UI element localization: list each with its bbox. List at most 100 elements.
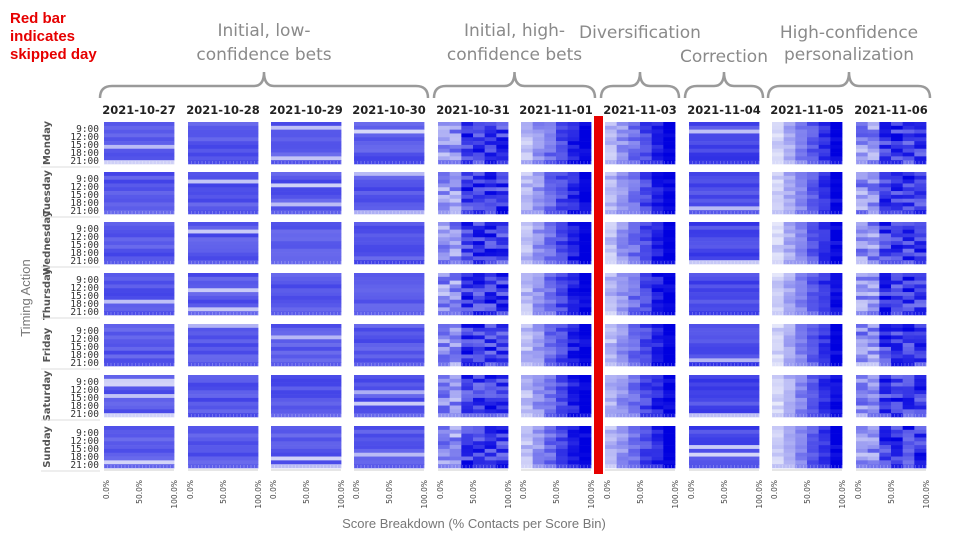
heatmap-cell (818, 222, 831, 227)
heatmap-cell (544, 386, 557, 391)
heatmap-cell (271, 202, 342, 207)
heatmap-cell (914, 137, 927, 142)
heatmap-cell (461, 429, 474, 434)
heatmap-cell (628, 273, 641, 278)
heatmap-cell (496, 194, 509, 200)
heatmap-cell (438, 429, 451, 434)
heatmap-cell (461, 156, 474, 161)
heatmap-cell (461, 346, 474, 352)
heatmap-cell (461, 144, 474, 150)
heatmap-cell (867, 303, 880, 308)
heatmap-cell (628, 429, 641, 434)
heatmap-cell (567, 452, 580, 457)
heatmap-cell (354, 354, 425, 359)
heatmap-cell (689, 233, 760, 238)
heatmap-cell (879, 144, 892, 150)
heatmap-cell (640, 324, 653, 329)
heatmap-cell (188, 299, 259, 304)
heatmap-cell (461, 122, 474, 127)
heatmap-cell (484, 273, 497, 278)
heatmap-cell (579, 437, 592, 442)
heatmap-cell (807, 386, 820, 391)
heatmap-cell (579, 378, 592, 383)
heatmap-cell (628, 464, 641, 469)
heatmap-cell (891, 362, 904, 367)
heatmap-cell (628, 354, 641, 359)
heatmap-cell (354, 346, 425, 352)
heatmap-cell (567, 222, 580, 227)
heatmap-cell (663, 390, 676, 395)
heatmap-cell (544, 382, 557, 387)
heatmap-cell (663, 405, 676, 410)
heatmap-cell (640, 273, 653, 278)
heatmap-cell (521, 172, 534, 177)
heatmap-cell (914, 284, 927, 289)
heatmap-cell (532, 156, 545, 161)
heatmap-cell (496, 331, 509, 336)
heatmap-cell (354, 343, 425, 348)
heatmap-cell (579, 445, 592, 450)
heatmap-cell (772, 445, 785, 450)
heatmap-cell (640, 175, 653, 180)
heatmap-cell (818, 148, 831, 153)
heatmap-cell (449, 382, 462, 387)
heatmap-cell (783, 152, 796, 157)
heatmap-cell (867, 152, 880, 157)
heatmap-cell (354, 133, 425, 138)
heatmap-cell (567, 129, 580, 134)
heatmap-cell (640, 299, 653, 304)
heatmap-cell (521, 288, 534, 293)
heatmap-cell (438, 194, 451, 200)
heatmap-cell (879, 233, 892, 238)
heatmap-cell (532, 225, 545, 230)
heatmap-cell (567, 175, 580, 180)
heatmap-cell (473, 441, 486, 446)
heatmap-cell (544, 311, 557, 316)
heatmap-cell (651, 307, 664, 312)
heatmap-cell (461, 280, 474, 285)
heatmap-cell (902, 244, 915, 250)
heatmap-cell (891, 405, 904, 410)
heatmap-cell (544, 362, 557, 367)
heatmap-cell (461, 382, 474, 387)
heatmap-cell (795, 460, 808, 465)
heatmap-cell (902, 339, 915, 344)
heatmap-cell (496, 413, 509, 418)
heatmap-cell (783, 445, 796, 450)
heatmap-cell (640, 222, 653, 227)
heatmap-cell (461, 437, 474, 442)
heatmap-cell (772, 273, 785, 278)
heatmap-cell (902, 303, 915, 308)
heatmap-cell (830, 362, 843, 367)
heatmap-cell (484, 311, 497, 316)
heatmap-cell (496, 397, 509, 403)
heatmap-cell (914, 292, 927, 297)
heatmap-cell (188, 331, 259, 336)
annotation-line: indicates (10, 28, 75, 45)
heatmap-cell (628, 252, 641, 257)
heatmap-cell (556, 413, 569, 418)
heatmap-cell (567, 237, 580, 242)
time-label: 21:00 (70, 156, 99, 167)
heatmap-cell (902, 307, 915, 312)
heatmap-cell (640, 331, 653, 336)
heatmap-cell (473, 448, 486, 454)
heatmap-cell (532, 137, 545, 142)
heatmap-cell (605, 125, 618, 130)
heatmap-cell (914, 129, 927, 134)
heatmap-cell (438, 311, 451, 316)
heatmap-cell (484, 397, 497, 403)
heatmap-cell (567, 409, 580, 414)
heatmap-cell (867, 346, 880, 352)
heatmap-cell (795, 172, 808, 177)
heatmap-cell (795, 183, 808, 188)
heatmap-cell (651, 248, 664, 253)
heatmap-cell (818, 191, 831, 196)
heatmap-cell (473, 198, 486, 203)
heatmap-cell (783, 129, 796, 134)
heatmap-cell (651, 273, 664, 278)
heatmap-cell (795, 350, 808, 355)
heatmap-cell (867, 273, 880, 278)
heatmap-cell (188, 194, 259, 200)
heatmap-cell (867, 244, 880, 250)
